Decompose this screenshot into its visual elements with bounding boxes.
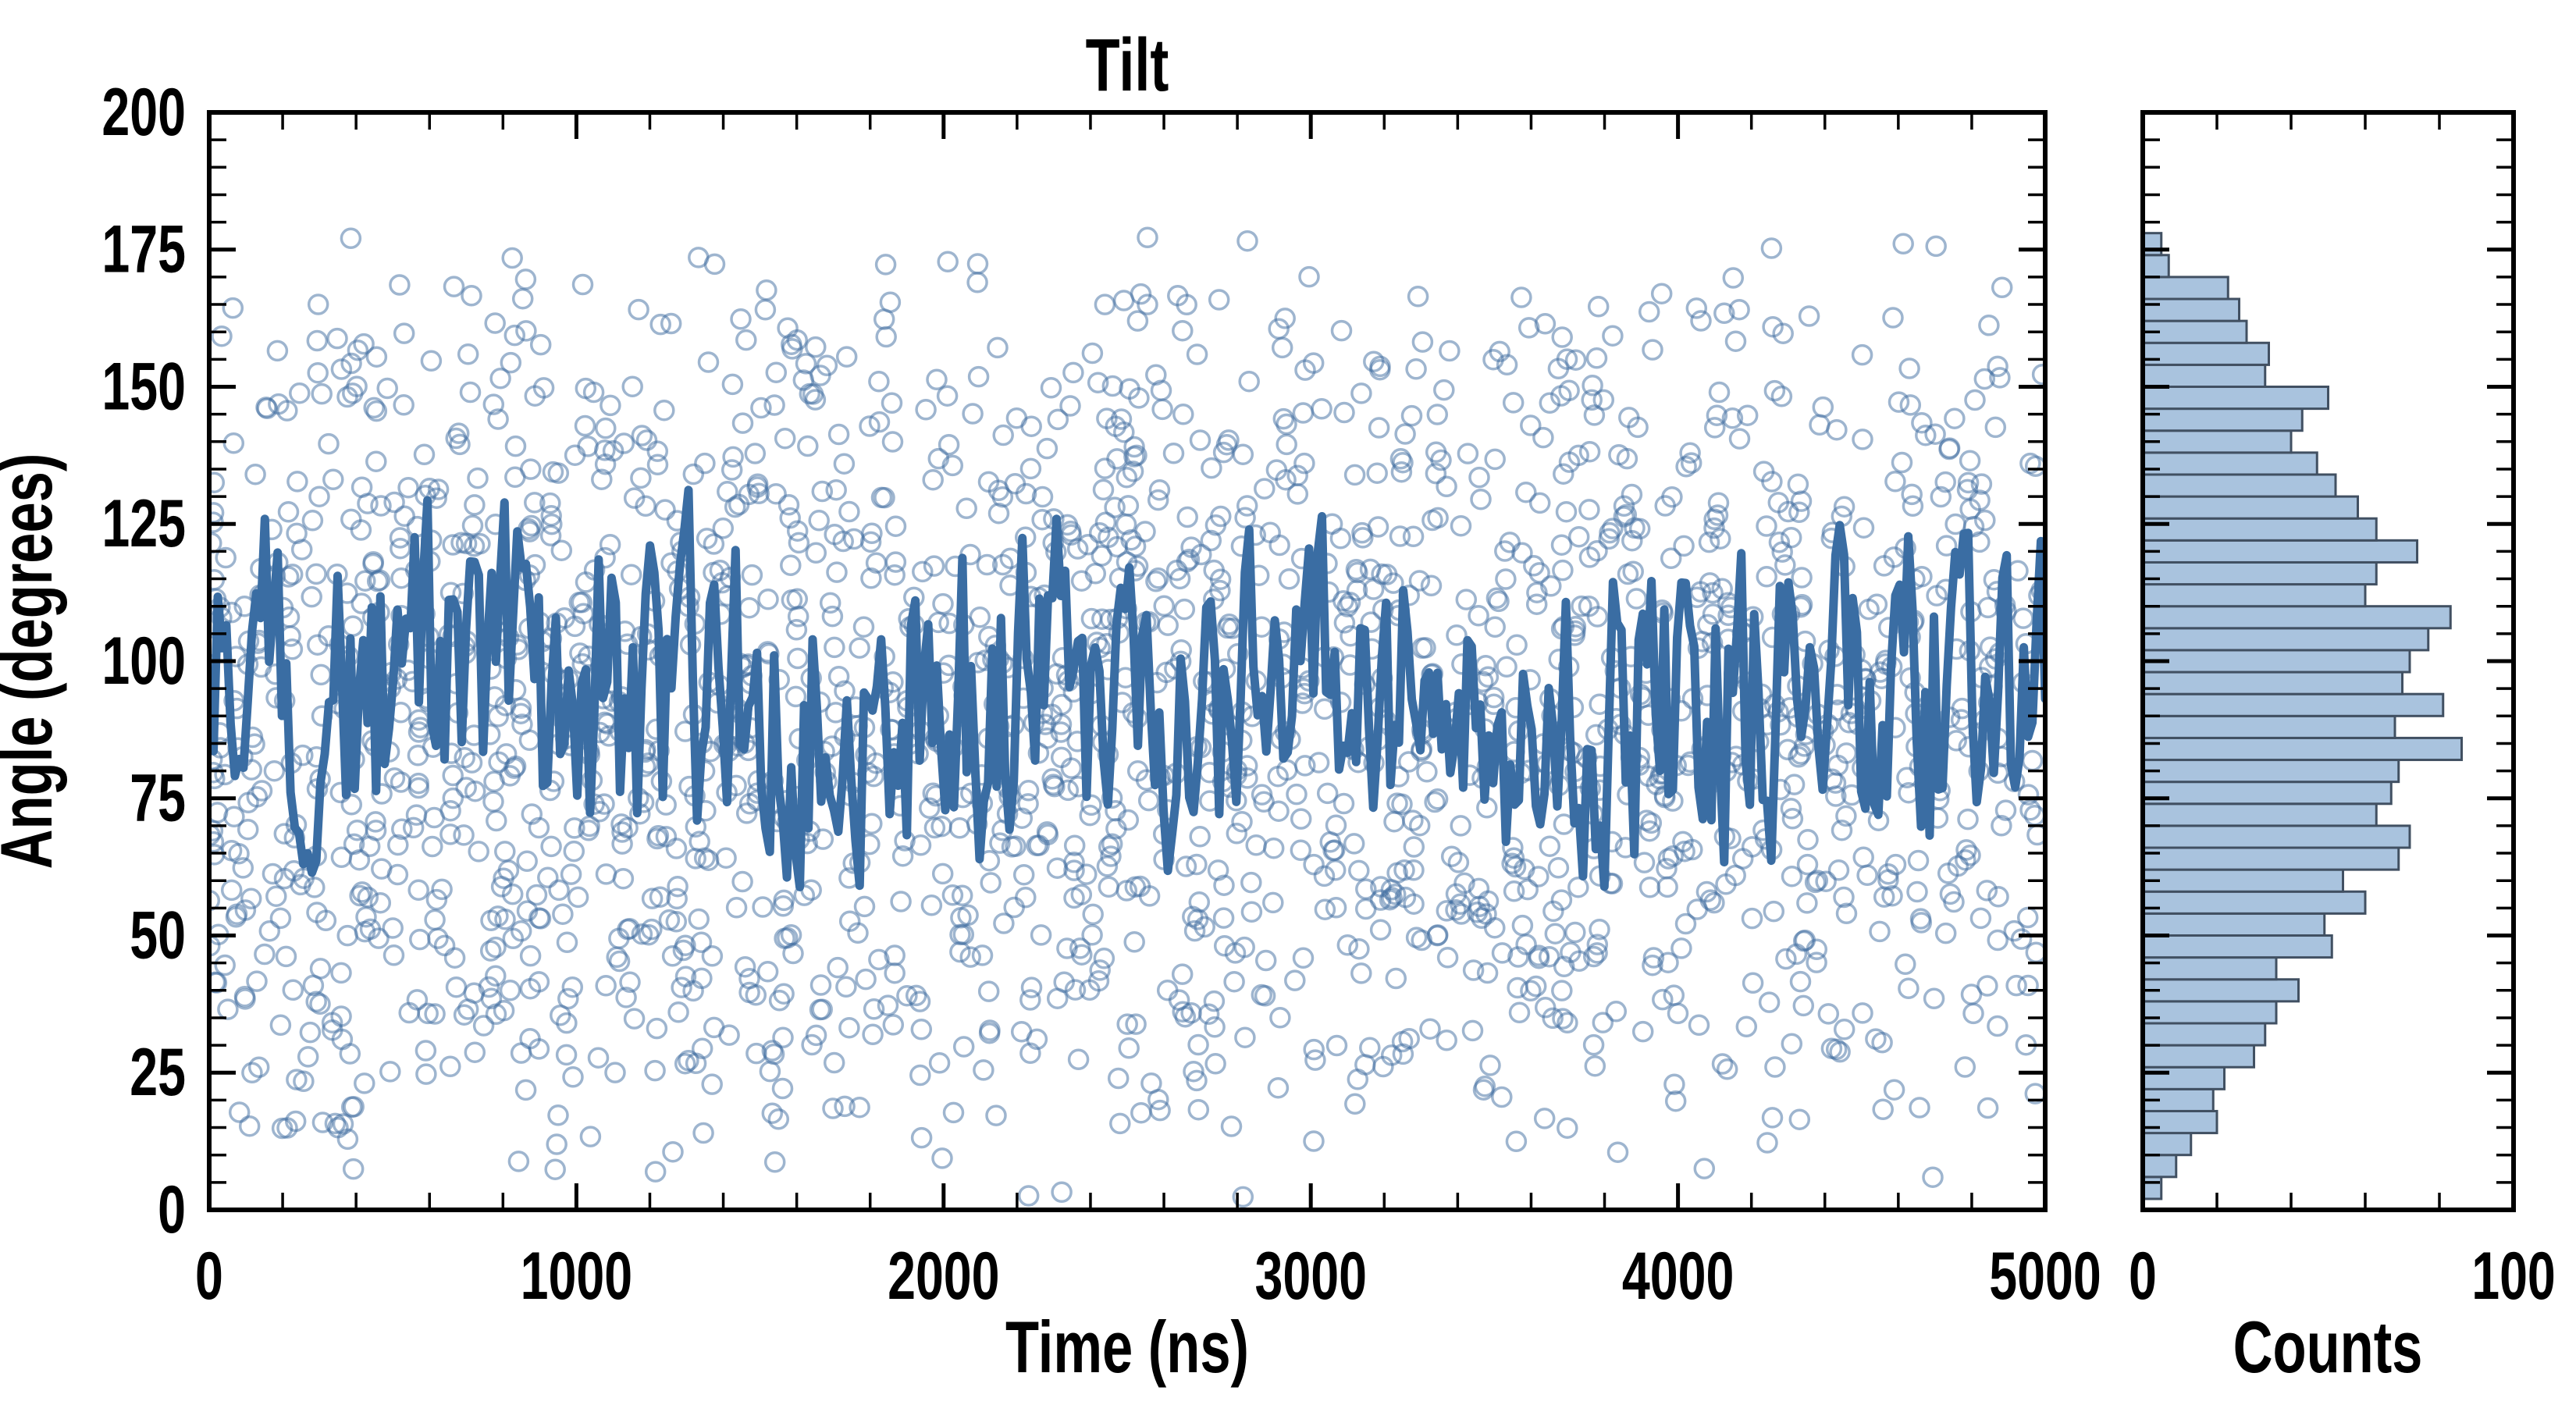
histogram-bar <box>2143 649 2411 674</box>
tick-label: 0 <box>195 1239 223 1314</box>
tick-label: 2000 <box>888 1239 999 1314</box>
histogram-bar <box>2143 276 2229 301</box>
histogram-bar <box>2143 517 2378 542</box>
histogram-axes <box>2140 110 2516 1212</box>
tick-label: 50 <box>130 898 186 973</box>
histogram-bar <box>2143 605 2452 630</box>
tick-label: 3000 <box>1254 1239 1366 1314</box>
histogram-bar <box>2143 1065 2226 1090</box>
histogram-bar <box>2143 539 2418 564</box>
histogram-bar <box>2143 583 2367 608</box>
histogram-bar <box>2143 495 2359 520</box>
tick-label: 75 <box>130 761 186 836</box>
histogram-bar <box>2143 1109 2218 1135</box>
tick-label: 0 <box>158 1172 186 1247</box>
histogram-bar <box>2143 386 2329 411</box>
histogram-bar <box>2143 692 2445 717</box>
running-average-line <box>209 486 2045 891</box>
chart-title: Tilt <box>1086 23 1169 106</box>
histogram-bar <box>2143 473 2337 498</box>
histogram-bar <box>2143 759 2400 784</box>
tick-label: 4000 <box>1622 1239 1734 1314</box>
counts-tick-labels: 0 100 <box>2129 1239 2556 1314</box>
tick-label: 25 <box>130 1035 186 1110</box>
histogram-bars <box>2143 232 2463 1200</box>
histogram-bar <box>2143 934 2333 959</box>
histogram-bar <box>2143 956 2278 981</box>
histogram-bar <box>2143 1000 2278 1025</box>
tick-label: 1000 <box>521 1239 632 1314</box>
histogram-bar <box>2143 1154 2178 1179</box>
histogram-bar <box>2143 824 2411 849</box>
time-tick-labels: 0 1000 2000 3000 4000 5000 <box>195 1239 2101 1314</box>
histogram-bar <box>2143 1176 2163 1200</box>
tick-label: 200 <box>101 75 186 150</box>
tick-label: 150 <box>101 349 186 424</box>
histogram-bar <box>2143 714 2396 739</box>
tick-label: 100 <box>2471 1239 2556 1314</box>
main-axes <box>207 110 2048 1212</box>
histogram-bar <box>2143 1132 2193 1157</box>
histogram-bar <box>2143 451 2318 476</box>
main-plot: 0 1000 2000 3000 4000 5000 0 25 50 75 100 125 150 17… <box>0 23 2101 1388</box>
y-axis-label: Angle (degrees) <box>0 454 67 870</box>
tick-label: 100 <box>101 624 186 699</box>
counts-axis-label: Counts <box>2233 1306 2423 1388</box>
histogram-bar <box>2143 254 2170 279</box>
histogram-bar <box>2143 846 2400 871</box>
scatter-points <box>209 226 2045 1208</box>
histogram-bar <box>2143 429 2293 454</box>
histogram-bar <box>2143 670 2403 695</box>
tick-label: 5000 <box>1989 1239 2101 1314</box>
histogram-bar <box>2143 341 2270 366</box>
histogram-bar <box>2143 232 2163 257</box>
histogram-bar <box>2143 407 2304 432</box>
tick-label: 175 <box>101 212 186 287</box>
histogram-bar <box>2143 297 2240 322</box>
histogram-bar <box>2143 319 2248 344</box>
histogram-bar <box>2143 802 2378 827</box>
histogram-panel: 0 100 Counts <box>2129 110 2556 1388</box>
tick-label: 0 <box>2129 1239 2157 1314</box>
histogram-bar <box>2143 868 2344 893</box>
histogram-bar <box>2143 978 2300 1003</box>
histogram-bar <box>2143 781 2393 806</box>
histogram-bar <box>2143 912 2326 937</box>
histogram-bar <box>2143 736 2463 762</box>
angle-tick-labels: 0 25 50 75 100 125 150 175 200 <box>101 75 186 1247</box>
histogram-bar <box>2143 560 2378 586</box>
x-axis-label: Time (ns) <box>1005 1306 1249 1388</box>
histogram-bar <box>2143 1044 2255 1069</box>
histogram-bar <box>2143 1022 2267 1047</box>
histogram-bar <box>2143 890 2367 915</box>
histogram-bar <box>2143 363 2267 389</box>
histogram-bar <box>2143 627 2430 652</box>
tick-label: 125 <box>101 486 186 561</box>
